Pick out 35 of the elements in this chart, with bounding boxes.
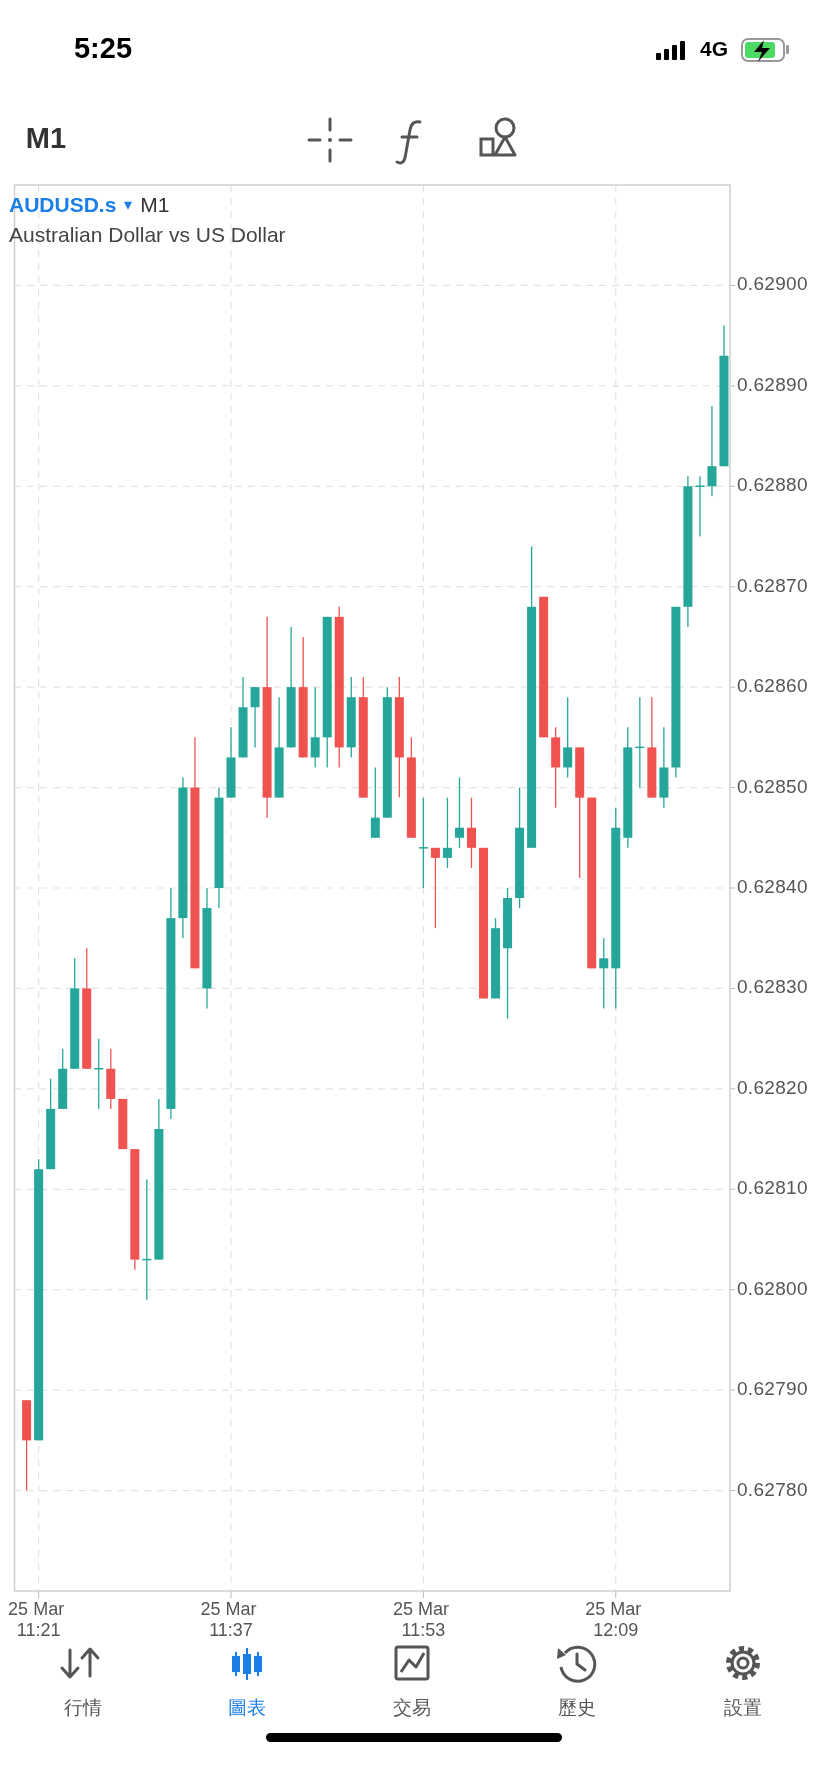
chart-title: AUDUSD.s [9, 192, 117, 216]
y-tick-label: 0.62890 [737, 373, 808, 395]
text: 歷史 [558, 1695, 596, 1718]
y-tick-label: 0.62870 [737, 574, 808, 596]
y-tick-label: 0.62800 [737, 1277, 808, 1299]
x-tick-label: 25 Mar 11:21 [8, 1598, 70, 1640]
candlestick [539, 596, 549, 739]
candlestick [418, 796, 429, 889]
y-tick-label: 0.62850 [737, 775, 808, 797]
y-tick-label: 0.62900 [737, 273, 808, 295]
y-tick-label: 0.62820 [737, 1076, 808, 1098]
y-tick-label: 0.62840 [737, 876, 808, 898]
y-tick-label: 0.62830 [737, 976, 808, 998]
y-tick-label: 0.62880 [737, 474, 808, 496]
x-tick-label: 25 Mar 11:37 [200, 1598, 262, 1640]
y-tick-label: 0.62790 [737, 1378, 808, 1400]
y-tick-label: 0.62860 [737, 675, 808, 697]
y-tick-label: 0.62780 [737, 1478, 808, 1500]
annotation: M1 [140, 192, 170, 216]
annotation: ▾ [124, 196, 133, 214]
candlestick [575, 746, 585, 879]
text: 圖表 [228, 1695, 266, 1718]
x-tick-label: 25 Mar 12:09 [585, 1598, 647, 1640]
text: 交易 [393, 1695, 431, 1718]
text: Australian Dollar vs US Dollar [9, 222, 286, 246]
text: 行情 [64, 1695, 102, 1718]
text: M1 [25, 121, 67, 154]
x-tick-label: 25 Mar 11:53 [392, 1598, 454, 1640]
candlestick [93, 1037, 105, 1110]
text: 5:25 [73, 31, 133, 64]
candlestick [647, 696, 657, 799]
y-tick-label: 0.62810 [737, 1177, 808, 1199]
text: 4G [699, 36, 729, 60]
candlestick [118, 1098, 128, 1150]
text: 設置 [724, 1695, 762, 1718]
